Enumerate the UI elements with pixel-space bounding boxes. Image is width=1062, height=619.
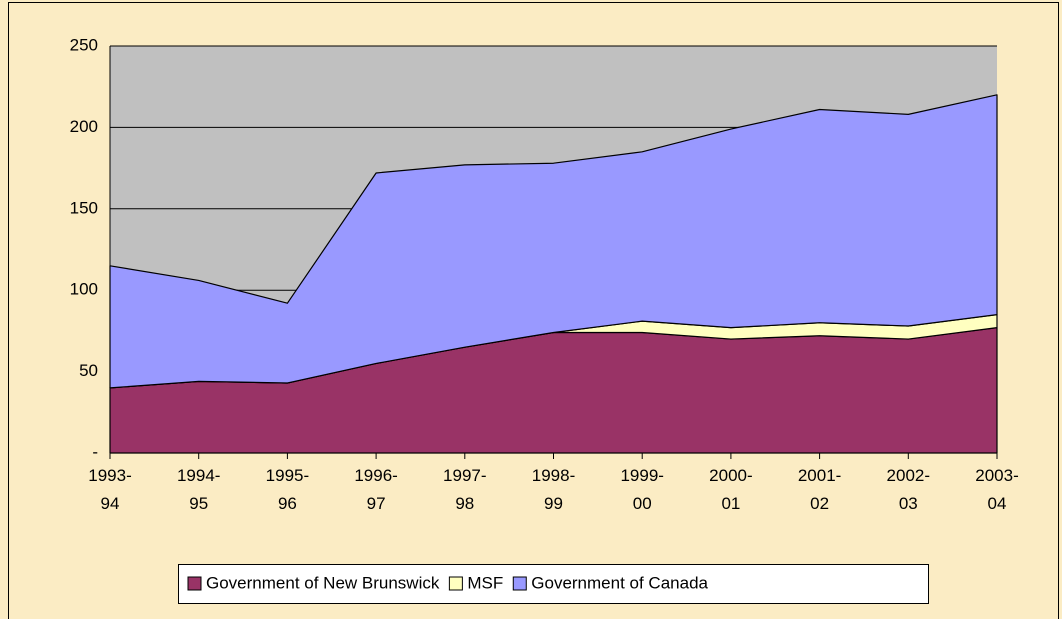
x-tick-label: 2003- 04 <box>975 466 1018 513</box>
x-tick-label-line: 01 <box>721 494 740 513</box>
legend-label: MSF <box>467 573 503 592</box>
x-tick-label: 1995- 96 <box>266 466 309 513</box>
x-tick-label-line: 2003- <box>975 466 1018 485</box>
y-tick-label: - <box>92 442 98 461</box>
x-tick-label-line: 1995- <box>266 466 309 485</box>
chart-border <box>8 2 1059 619</box>
x-tick-label: 1996- 97 <box>354 466 397 513</box>
x-tick-label-line: 00 <box>633 494 652 513</box>
x-tick-label-line: 2000- <box>709 466 752 485</box>
x-tick-label-line: 04 <box>988 494 1007 513</box>
x-tick-label-line: 97 <box>367 494 386 513</box>
x-tick-label: 1999- 00 <box>620 466 663 513</box>
x-tick-label-line: 1993- <box>88 466 131 485</box>
legend <box>178 564 929 604</box>
x-tick-label: 1993- 94 <box>88 466 131 513</box>
x-tick-label-line: 1998- <box>532 466 575 485</box>
x-tick-label: 2002- 03 <box>887 466 930 513</box>
legend-swatch <box>187 576 202 591</box>
x-tick-label-line: 1994- <box>177 466 220 485</box>
x-tick-label-line: 98 <box>455 494 474 513</box>
x-tick-label: 1997- 98 <box>443 466 486 513</box>
y-tick-label: 50 <box>79 361 98 380</box>
x-tick-label-line: 2002- <box>887 466 930 485</box>
x-tick-label-line: 94 <box>101 494 120 513</box>
x-tick-label-line: 96 <box>278 494 297 513</box>
y-tick-label: 100 <box>70 280 98 299</box>
x-tick-label: 2000- 01 <box>709 466 752 513</box>
x-tick-label-line: 1999- <box>620 466 663 485</box>
y-tick-label: 250 <box>70 35 98 54</box>
x-tick-label: 1994- 95 <box>177 466 220 513</box>
area <box>109 94 998 389</box>
x-tick-label: 2001- 02 <box>798 466 841 513</box>
x-tick-label-line: 99 <box>544 494 563 513</box>
x-tick-label-line: 1997- <box>443 466 486 485</box>
legend-label: Government of Canada <box>531 573 708 592</box>
y-tick-label: 200 <box>70 117 98 136</box>
x-tick-label-line: 2001- <box>798 466 841 485</box>
legend-swatch <box>448 576 463 591</box>
x-tick-label: 1998- 99 <box>532 466 575 513</box>
x-tick-label-line: 02 <box>810 494 829 513</box>
x-tick-label-line: 03 <box>899 494 918 513</box>
x-tick-label-line: 95 <box>189 494 208 513</box>
legend-label: Government of New Brunswick <box>206 573 440 592</box>
y-tick-label: 150 <box>70 198 98 217</box>
x-tick-label-line: 1996- <box>354 466 397 485</box>
legend-swatch <box>512 576 527 591</box>
